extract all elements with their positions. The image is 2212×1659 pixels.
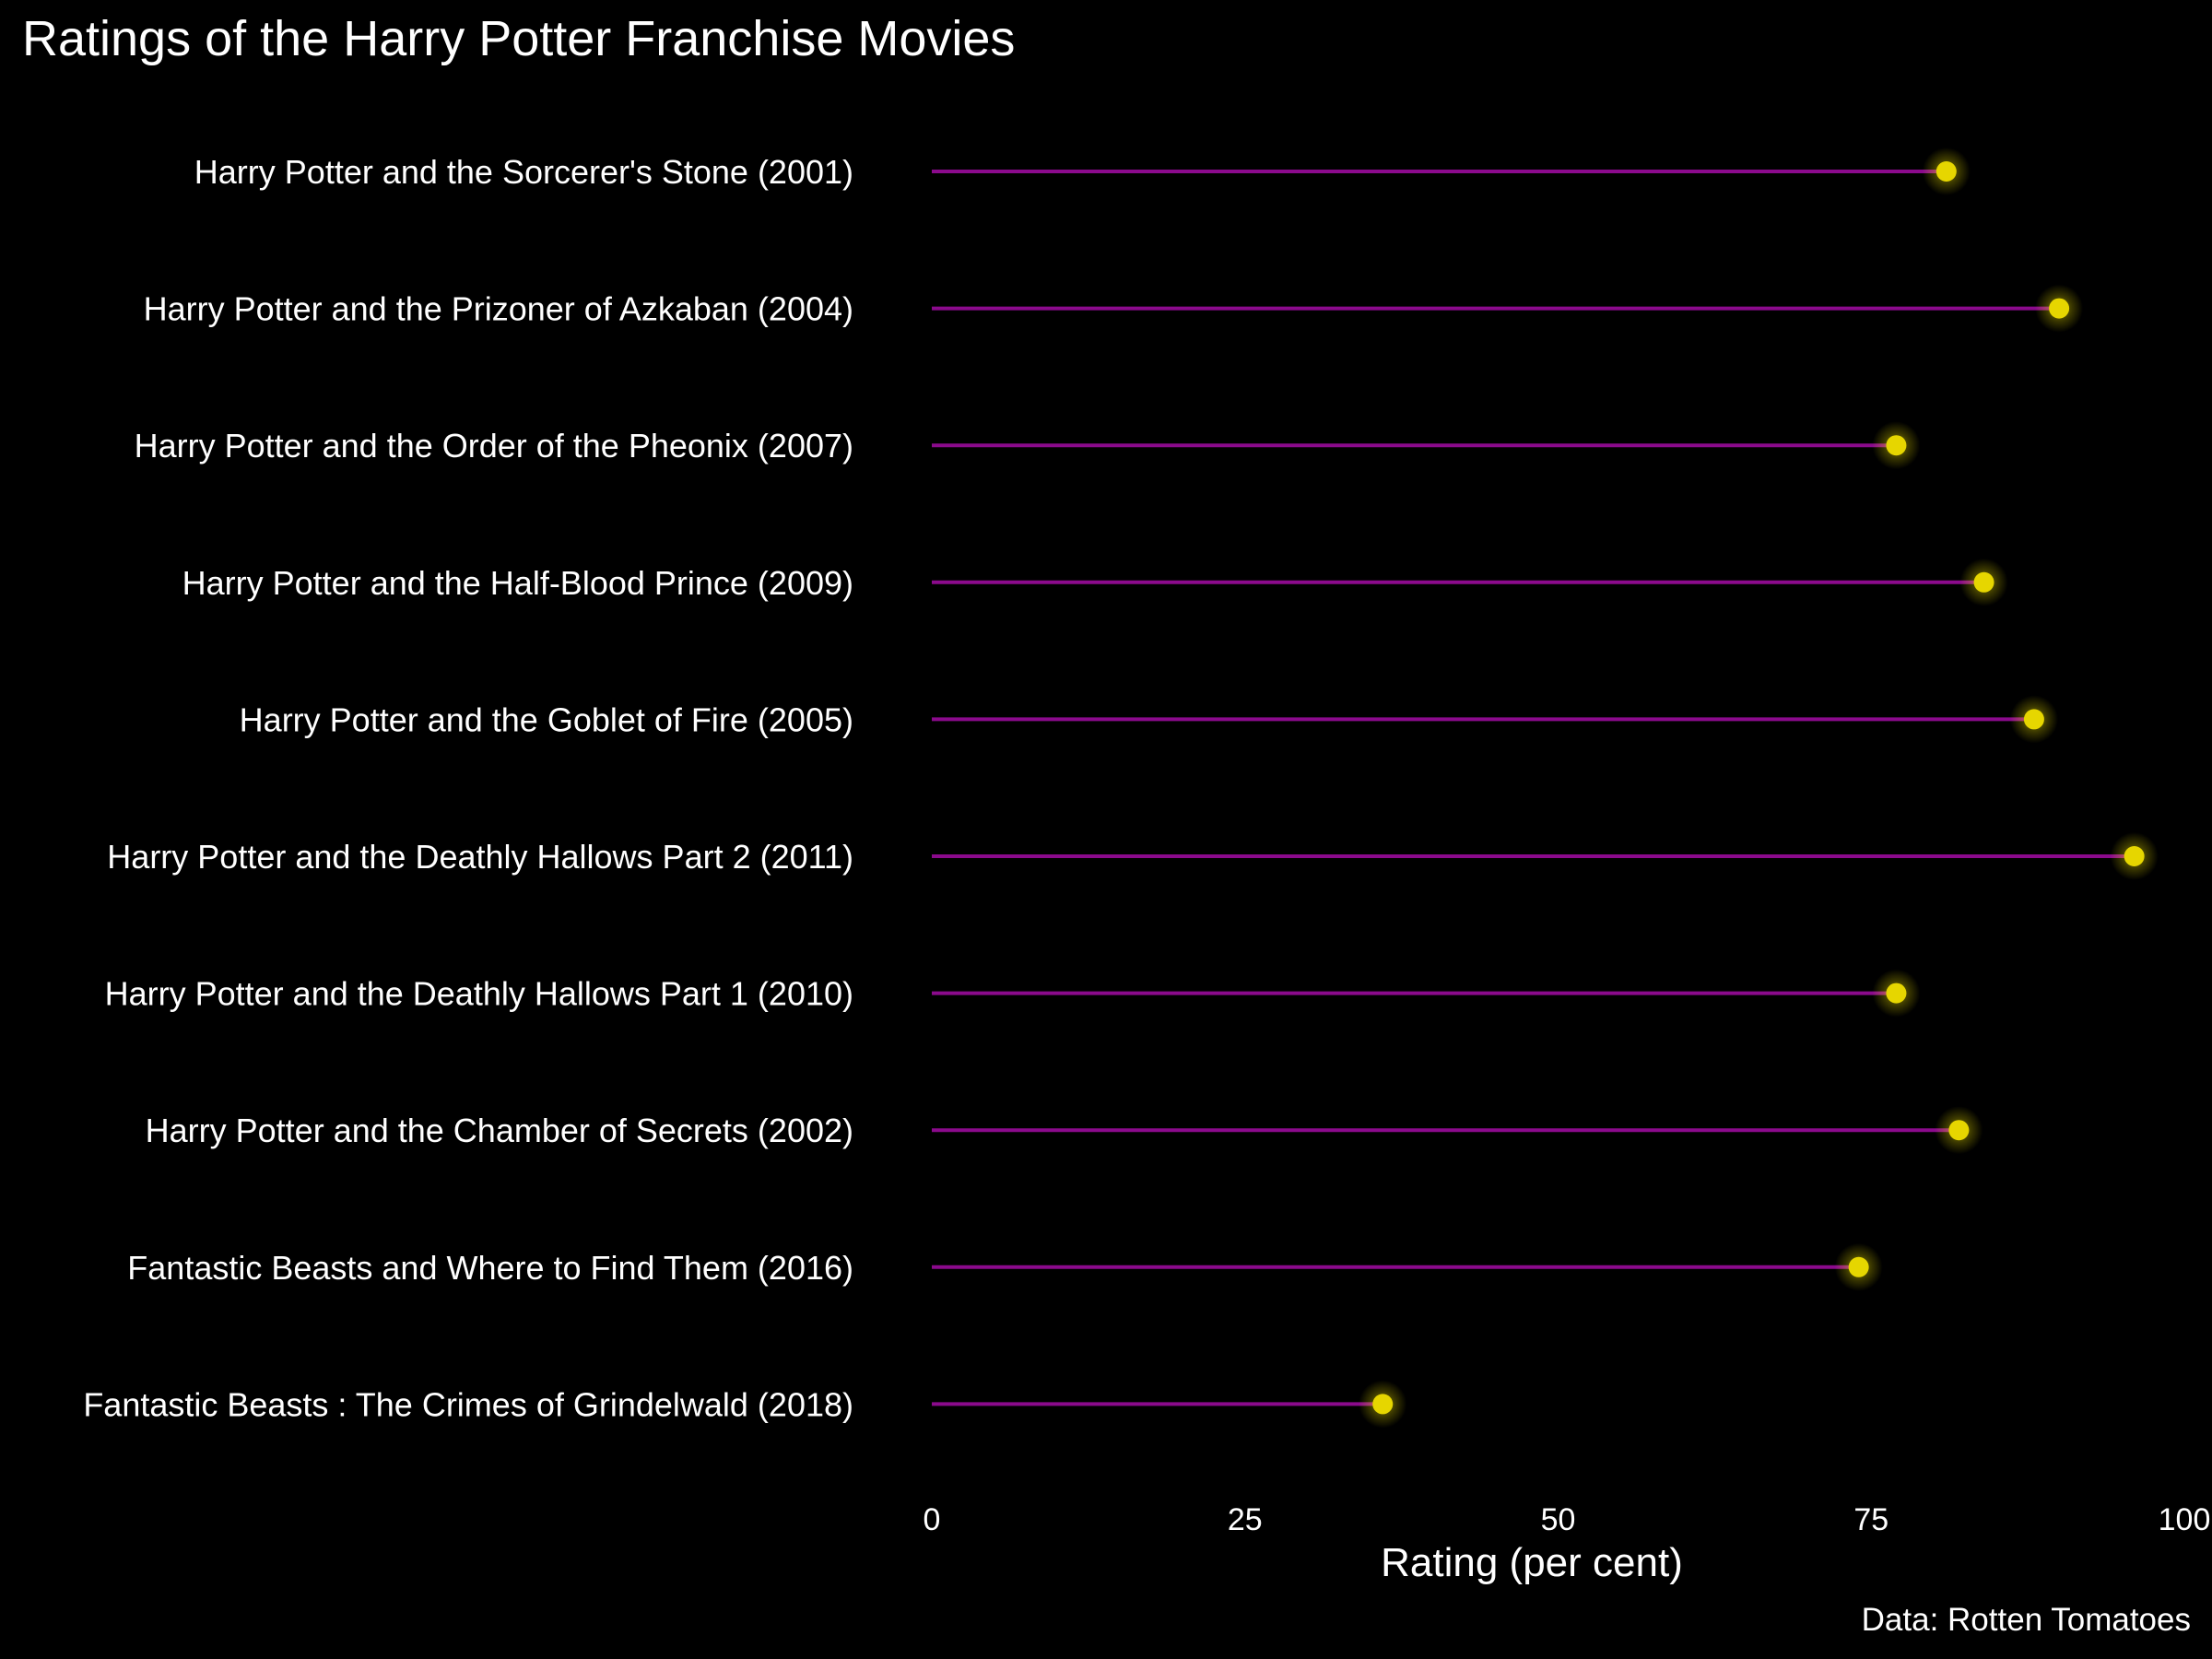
category-label: Harry Potter and the Sorcerer's Stone (2… [194,153,853,191]
lollipop-stems [932,170,2135,1406]
lollipop-point [1948,1120,1970,1141]
lollipop-point [1973,571,1994,593]
data-source-caption: Data: Rotten Tomatoes [1862,1602,2191,1638]
x-tick-label: 0 [924,1502,941,1537]
x-tick-label: 50 [1541,1502,1576,1537]
category-label: Harry Potter and the Order of the Pheoni… [135,427,853,465]
x-axis-title: Rating (per cent) [1381,1540,1683,1585]
lollipop-point [1372,1394,1394,1415]
x-tick-label: 75 [1853,1502,1888,1537]
lollipop-point [2049,298,2070,319]
category-label: Fantastic Beasts : The Crimes of Grindel… [83,1385,853,1423]
category-label: Fantastic Beasts and Where to Find Them … [127,1249,853,1287]
lollipop-point [2023,709,2044,730]
lollipop-points [1359,147,2159,1429]
category-label: Harry Potter and the Half-Blood Prince (… [182,564,853,602]
category-label: Harry Potter and the Deathly Hallows Par… [107,838,853,876]
x-tick-label: 100 [2159,1502,2211,1537]
category-label: Harry Potter and the Goblet of Fire (200… [240,700,853,738]
x-axis-ticks: 0 25 50 75 100 [924,1502,2211,1537]
lollipop-point [1848,1256,1869,1277]
lollipop-point [1886,982,1907,1004]
lollipop-point [1936,161,1957,182]
x-tick-label: 25 [1228,1502,1263,1537]
category-label: Harry Potter and the Chamber of Secrets … [146,1112,853,1149]
category-label: Harry Potter and the Prizoner of Azkaban… [144,290,853,328]
category-labels: Harry Potter and the Sorcerer's Stone (2… [83,153,853,1423]
chart-title: Ratings of the Harry Potter Franchise Mo… [22,11,1015,66]
lollipop-point [1886,435,1907,456]
category-label: Harry Potter and the Deathly Hallows Par… [105,975,853,1013]
lollipop-point [2124,846,2145,866]
